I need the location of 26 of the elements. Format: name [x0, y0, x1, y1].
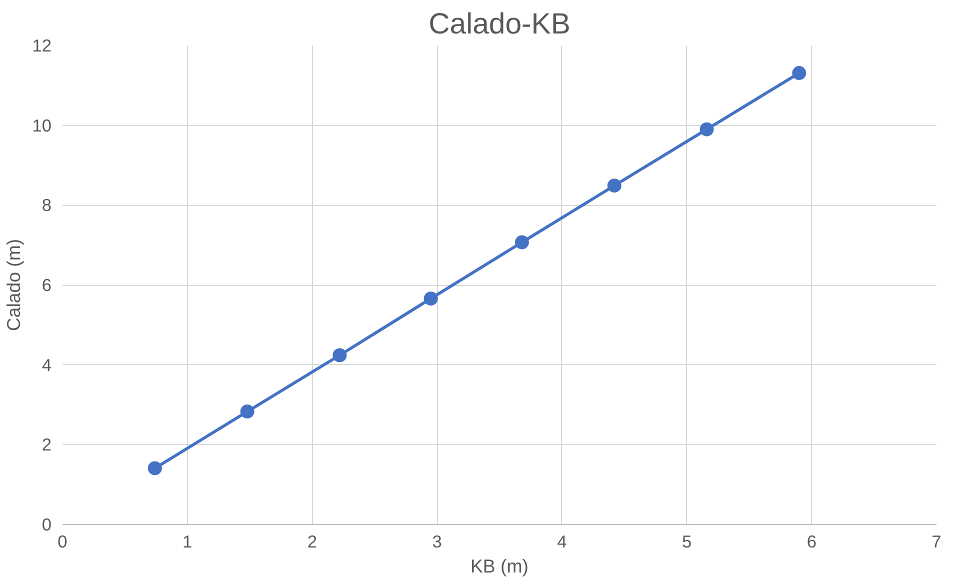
y-tick-label: 12 [32, 36, 52, 56]
y-tick-label: 8 [42, 195, 52, 216]
x-tick-label: 1 [182, 532, 192, 552]
x-tick-label: 2 [307, 532, 318, 552]
point [424, 292, 438, 306]
x-tick-label: 6 [806, 532, 816, 552]
y-tick-label: 2 [42, 434, 52, 455]
x-tick-label: 5 [682, 532, 692, 552]
y-tick-label: 4 [42, 354, 52, 375]
point [607, 178, 622, 193]
x-axis-title: KB (m) [470, 556, 529, 576]
point [240, 404, 254, 419]
chart-title: Calado-KB [428, 8, 570, 40]
point [148, 461, 162, 476]
point [514, 235, 529, 250]
x-tick-label: 4 [557, 532, 568, 552]
x-tick-label: 0 [58, 532, 68, 552]
x-tick-label: 7 [932, 532, 942, 552]
y-axis-title: Calado (m) [3, 238, 24, 332]
point [792, 66, 806, 80]
y-tick-label: 10 [32, 115, 52, 136]
y-tick-label: 6 [42, 275, 52, 295]
y-tick-label: 0 [42, 514, 52, 534]
point [332, 348, 347, 362]
point [700, 122, 714, 136]
x-tick-label: 3 [432, 532, 442, 552]
